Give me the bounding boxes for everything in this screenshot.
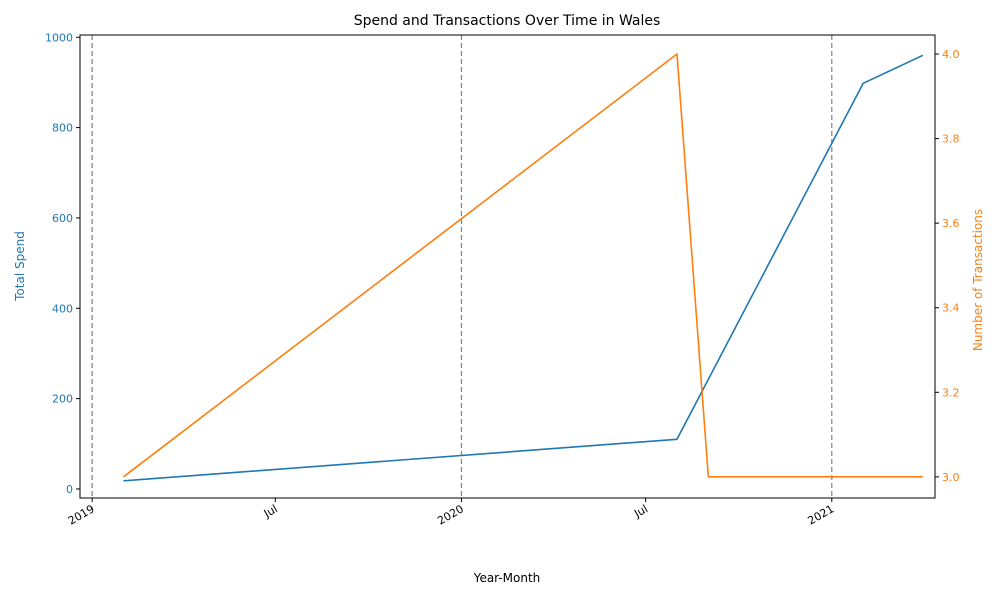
right-tick-label: 3.2 <box>942 386 960 399</box>
year-divider-lines <box>91 35 833 498</box>
x-tick-label: 2019 <box>66 502 97 527</box>
right-tick-label: 3.6 <box>942 217 960 230</box>
left-axis-ticks: 0 200 400 600 800 1000 <box>45 31 80 496</box>
left-axis-label: Total Spend <box>13 231 27 302</box>
plot-frame <box>79 34 936 499</box>
right-axis-label: Number of Transactions <box>971 209 985 351</box>
right-tick-label: 3.4 <box>942 302 960 315</box>
right-tick-label: 3.8 <box>942 133 960 146</box>
x-axis-label: Year-Month <box>473 571 541 585</box>
left-tick-label: 0 <box>66 483 73 496</box>
x-tick-label: 2020 <box>435 502 466 527</box>
chart-title: Spend and Transactions Over Time in Wale… <box>354 13 661 29</box>
left-tick-label: 600 <box>52 212 73 225</box>
series-line-transactions <box>123 53 923 478</box>
left-tick-label: 800 <box>52 122 73 135</box>
left-tick-label: 200 <box>52 393 73 406</box>
x-tick-label: Jul <box>631 502 650 520</box>
series-layer <box>123 53 924 482</box>
left-tick-label: 400 <box>52 302 73 315</box>
right-tick-label: 3.0 <box>942 471 960 484</box>
x-axis-ticks: 2019 Jul 2020 Jul 2021 <box>66 498 836 528</box>
right-tick-label: 4.0 <box>942 48 960 61</box>
left-tick-label: 1000 <box>45 31 73 44</box>
x-tick-label: Jul <box>261 502 280 520</box>
series-line-total-spend <box>123 54 924 482</box>
right-axis-ticks: 3.0 3.2 3.4 3.6 3.8 4.0 <box>935 48 960 484</box>
x-tick-label: 2021 <box>806 502 837 527</box>
